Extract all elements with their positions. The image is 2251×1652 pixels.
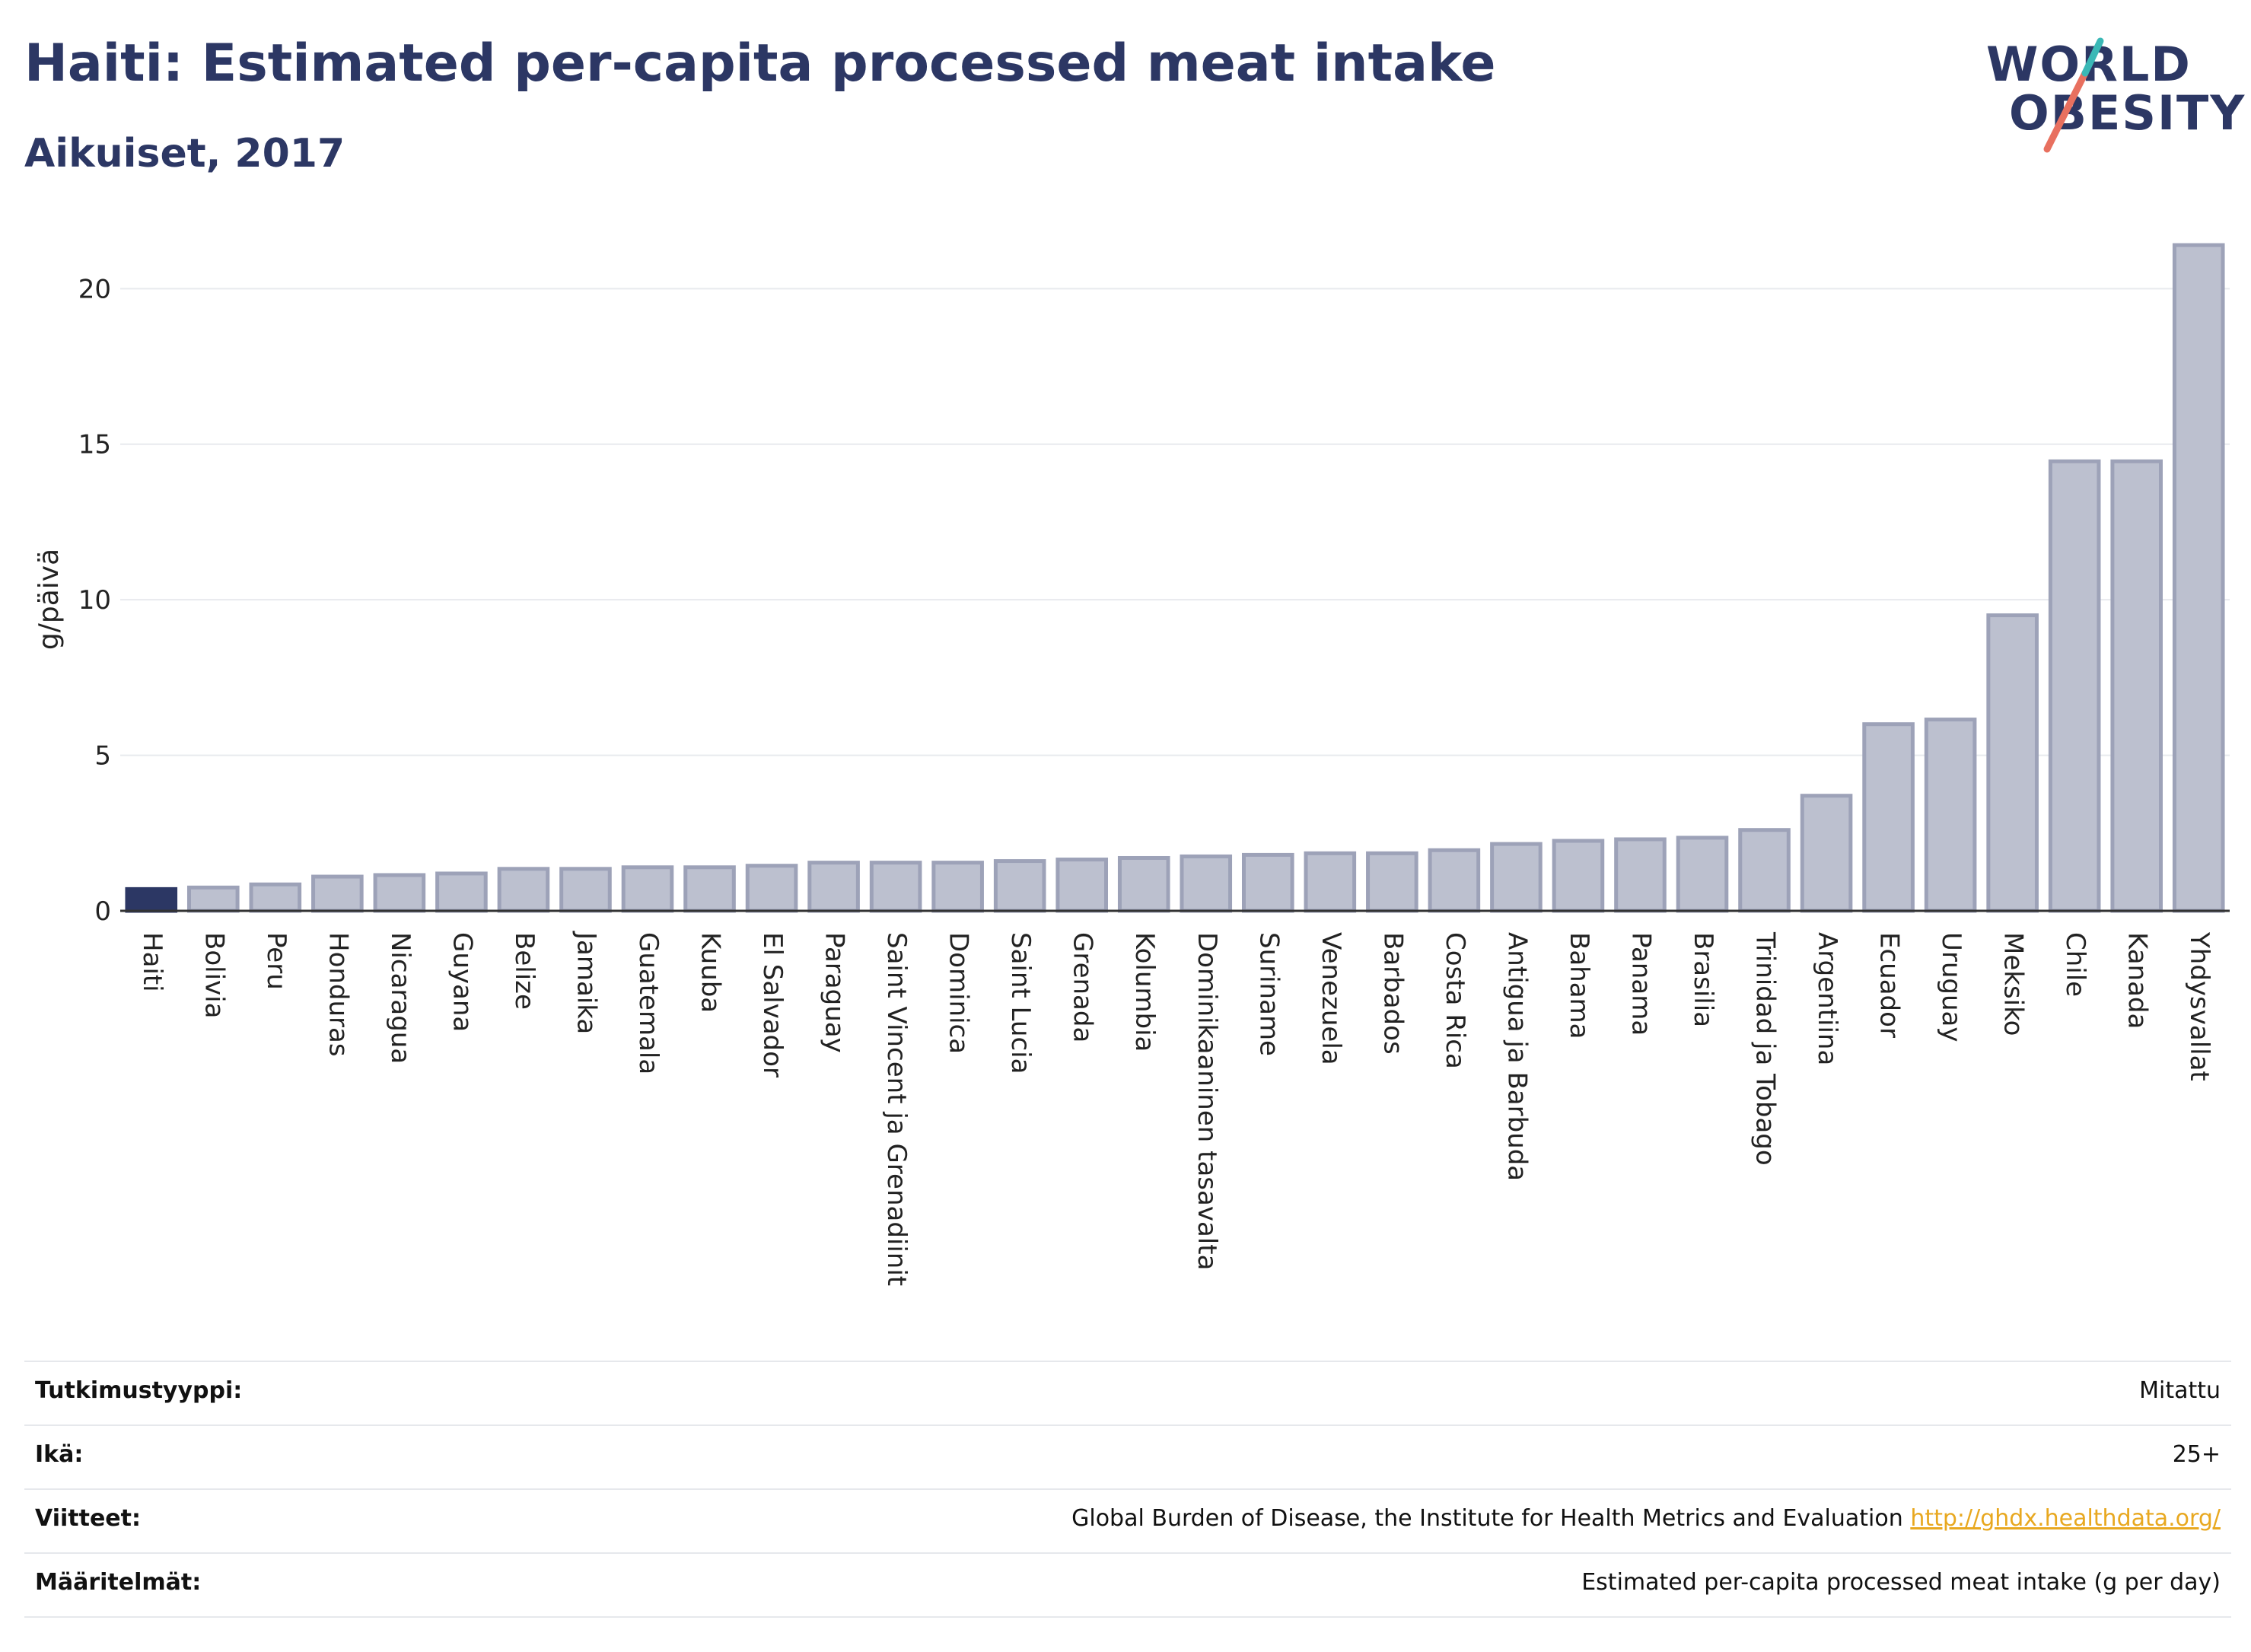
bar-bolivia	[186, 885, 240, 913]
bar-chart: 0 5 10 15 20 Haiti Bolivia Peru Honduras Nicarag…	[33, 243, 2230, 1286]
x-tick-label: Panama	[1625, 932, 1656, 1036]
bar-brasilia	[1676, 836, 1729, 913]
x-tick-label: Bolivia	[199, 932, 229, 1018]
grid-lines	[120, 288, 2230, 756]
bar-saint-vincent-ja-grenadiinit	[869, 861, 922, 913]
x-tick-label: Ecuador	[1874, 932, 1905, 1038]
meta-value: 25+	[2172, 1441, 2221, 1468]
chart-title: Haiti: Estimated per-capita processed me…	[24, 33, 1496, 94]
x-tick-label: Chile	[2060, 932, 2090, 997]
bar-barbados	[1366, 851, 1418, 913]
bar-yhdysvallat	[2172, 243, 2225, 913]
world-obesity-logo: WORLD OBESITY	[1986, 27, 2244, 157]
y-axis-label: g/päivä	[33, 549, 65, 650]
y-tick-label: 0	[94, 896, 111, 927]
bar-dominica	[931, 861, 984, 913]
x-tick-label: Jamaika	[571, 931, 601, 1034]
logo-slash-icon	[2043, 37, 2104, 153]
bar-antigua-ja-barbuda	[1490, 842, 1543, 913]
meta-value-references: Global Burden of Disease, the Institute …	[1071, 1505, 2221, 1532]
bar-grenada	[1055, 858, 1109, 913]
x-tick-label: Suriname	[1253, 932, 1284, 1056]
x-tick-label: Paraguay	[820, 932, 850, 1053]
bar-guyana	[435, 871, 488, 913]
bar-haiti	[125, 886, 178, 913]
x-tick-label: Trinidad ja Tobago	[1750, 931, 1781, 1166]
x-tick-label: Haiti	[137, 932, 167, 992]
bar-suriname	[1241, 852, 1294, 913]
bar-el-salvador	[745, 864, 798, 913]
x-tick-label: Argentiina	[1812, 932, 1842, 1065]
metadata-table: Tutkimustyyppi: Mitattu Ikä: 25+ Viittee…	[24, 1361, 2231, 1618]
x-axis-tick-labels: Haiti Bolivia Peru Honduras Nicaragua Guyana B…	[137, 931, 2214, 1286]
x-tick-label: Guatemala	[633, 932, 664, 1074]
x-tick-label: Kanada	[2122, 932, 2153, 1029]
chart-subtitle: Aikuiset, 2017	[24, 131, 345, 177]
y-tick-label: 10	[78, 585, 111, 616]
x-tick-label: Belize	[509, 932, 540, 1010]
bar-kanada	[2110, 459, 2163, 913]
bar-kolumbia	[1117, 855, 1170, 913]
x-tick-label: Guyana	[447, 932, 477, 1032]
bar-bahama	[1552, 839, 1605, 913]
x-tick-label: Kuuba	[696, 932, 726, 1013]
bar-chile	[2048, 459, 2101, 913]
bar-guatemala	[621, 865, 674, 913]
bar-jamaika	[559, 867, 612, 913]
meta-label: Viitteet:	[35, 1505, 141, 1532]
x-tick-label: Uruguay	[1936, 932, 1966, 1042]
y-tick-label: 20	[78, 274, 111, 304]
x-tick-label: Dominica	[944, 932, 974, 1054]
meta-row-age: Ikä: 25+	[24, 1424, 2231, 1488]
x-tick-label: Barbados	[1377, 932, 1408, 1055]
bar-honduras	[311, 874, 364, 913]
meta-row-references: Viitteet: Global Burden of Disease, the …	[24, 1488, 2231, 1552]
x-tick-label: Saint Vincent ja Grenadiinit	[881, 932, 912, 1286]
meta-row-study-type: Tutkimustyyppi: Mitattu	[24, 1361, 2231, 1424]
meta-label: Ikä:	[35, 1441, 84, 1468]
bar-paraguay	[807, 861, 860, 913]
bars	[125, 243, 2225, 913]
x-tick-label: Venezuela	[1316, 932, 1346, 1065]
bar-argentiina	[1800, 794, 1853, 913]
bar-costa-rica	[1428, 848, 1481, 913]
x-tick-label: Bahama	[1564, 932, 1594, 1039]
meta-row-definitions: Määritelmät: Estimated per-capita proces…	[24, 1552, 2231, 1618]
x-tick-label: Saint Lucia	[1005, 932, 1036, 1074]
y-axis-ticks: 0 5 10 15 20	[78, 274, 111, 927]
bar-trinidad-ja-tobago	[1738, 828, 1791, 913]
bar-panama	[1614, 837, 1667, 913]
meta-value: Mitattu	[2139, 1377, 2221, 1404]
bar-nicaragua	[373, 873, 426, 913]
x-tick-label: Nicaragua	[385, 932, 415, 1064]
bar-venezuela	[1304, 851, 1357, 913]
x-tick-label: Costa Rica	[1440, 932, 1470, 1069]
meta-label: Määritelmät:	[35, 1569, 202, 1596]
meta-value: Estimated per-capita processed meat inta…	[1581, 1569, 2221, 1596]
bar-meksiko	[1986, 613, 2039, 913]
y-tick-label: 15	[78, 430, 111, 460]
x-tick-label: Kolumbia	[1129, 932, 1160, 1052]
x-tick-label: Meksiko	[1998, 932, 2029, 1036]
bar-dominikaaninen-tasavalta	[1180, 854, 1233, 913]
x-tick-label: Grenada	[1068, 932, 1098, 1042]
logo-text-obesity: OBESITY	[2009, 85, 2246, 141]
meta-label: Tutkimustyyppi:	[35, 1377, 243, 1404]
x-tick-label: Brasilia	[1688, 932, 1718, 1027]
reference-text: Global Burden of Disease, the Institute …	[1071, 1505, 1903, 1532]
x-tick-label: El Salvador	[757, 932, 788, 1077]
x-tick-label: Yhdysvallat	[2184, 931, 2214, 1081]
reference-link[interactable]: http://ghdx.healthdata.org/	[1910, 1505, 2221, 1532]
bar-peru	[249, 882, 302, 913]
bar-saint-lucia	[993, 859, 1046, 913]
bar-kuuba	[683, 865, 736, 913]
bar-ecuador	[1862, 722, 1915, 913]
x-tick-label: Antigua ja Barbuda	[1501, 932, 1532, 1181]
x-tick-label: Peru	[261, 932, 291, 990]
x-tick-label: Dominikaaninen tasavalta	[1192, 932, 1222, 1270]
bar-uruguay	[1924, 718, 1977, 913]
y-tick-label: 5	[94, 741, 111, 772]
bar-belize	[497, 867, 550, 913]
x-tick-label: Honduras	[323, 932, 353, 1057]
